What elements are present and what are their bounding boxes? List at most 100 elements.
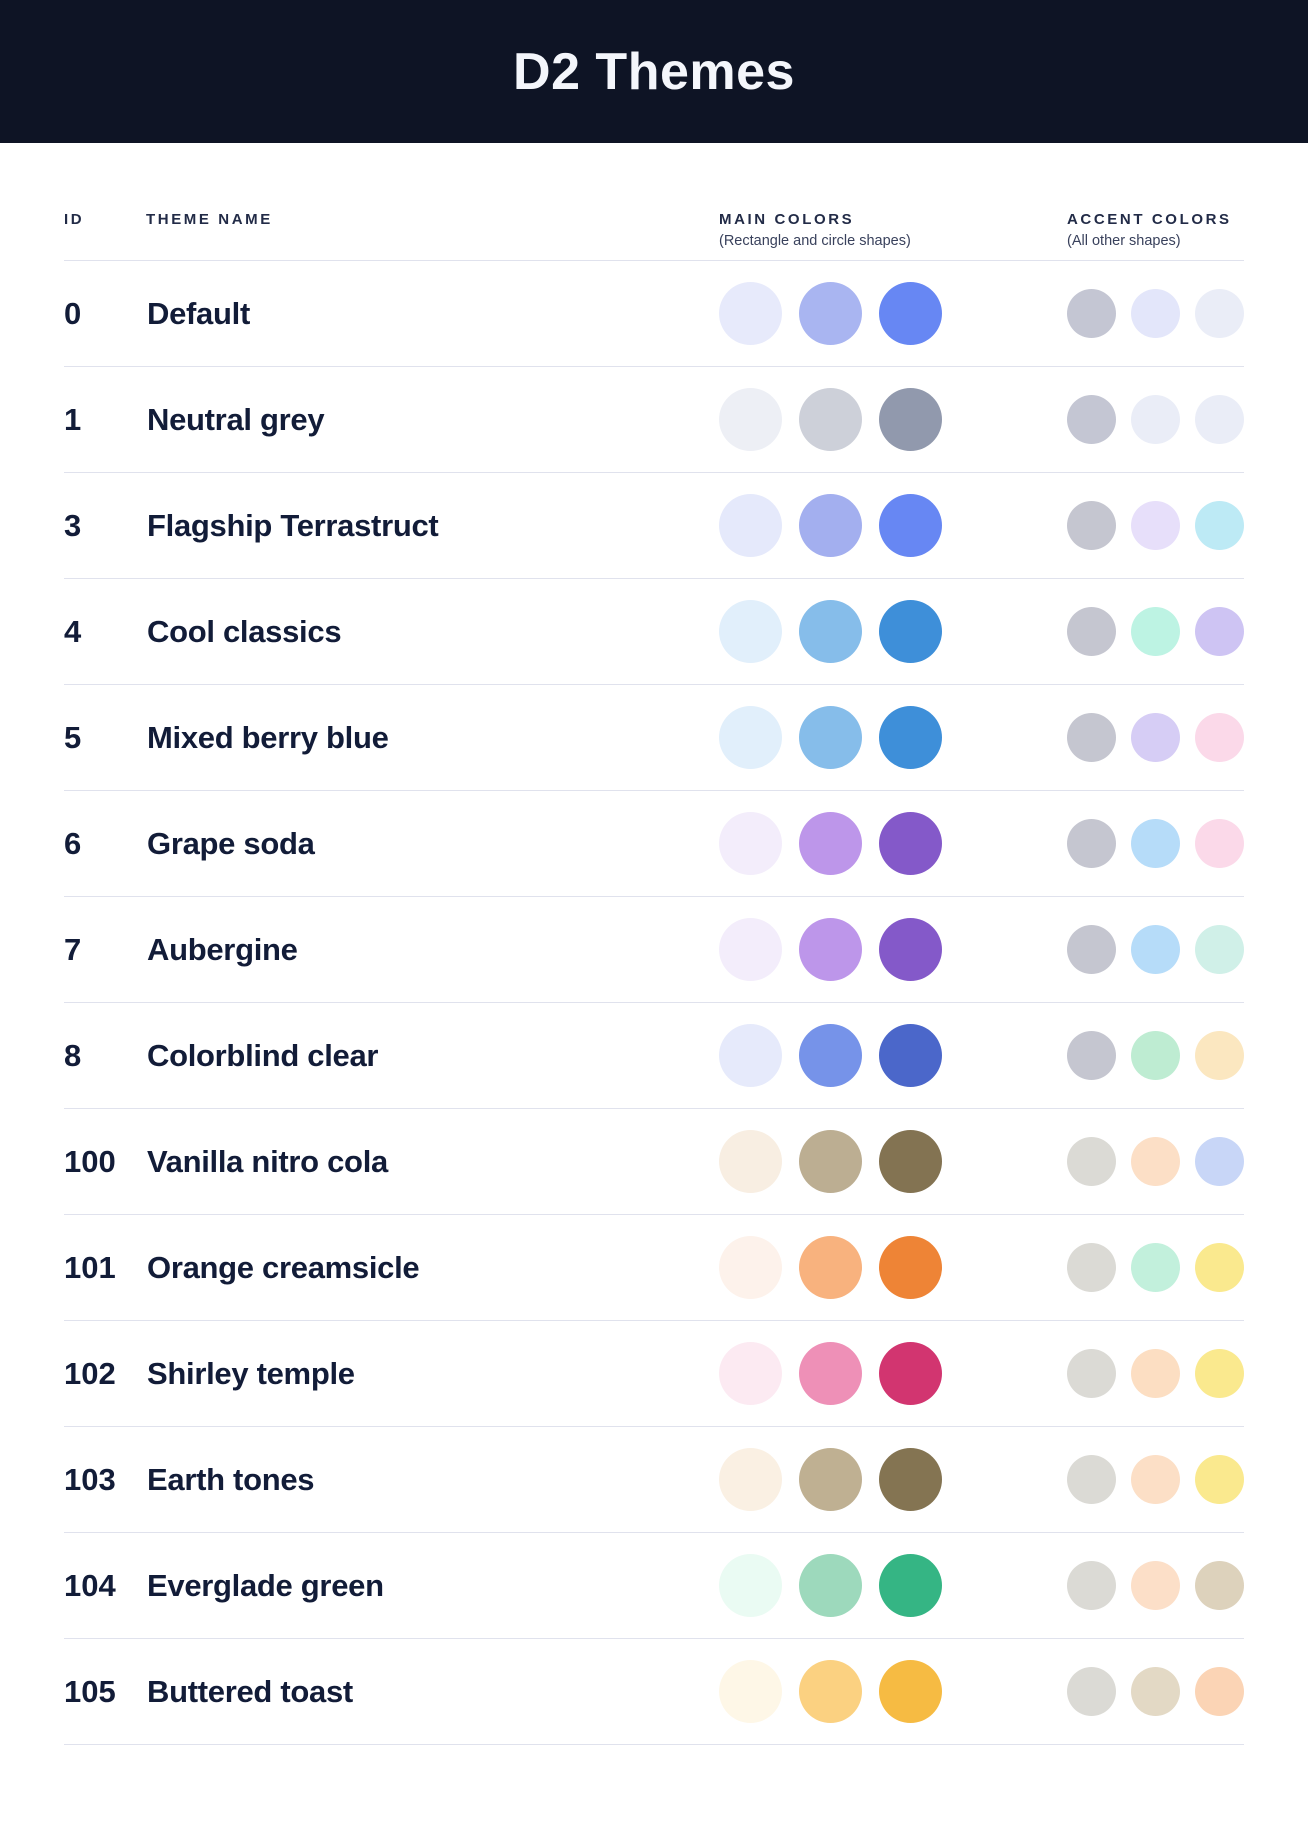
accent-color-swatch-2 xyxy=(1131,1137,1180,1186)
column-subheader-main-colors: (Rectangle and circle shapes) xyxy=(719,233,911,249)
theme-id: 7 xyxy=(64,931,82,967)
main-color-swatch-1 xyxy=(719,282,782,345)
accent-color-swatch-1 xyxy=(1067,713,1116,762)
accent-color-swatch-3 xyxy=(1195,925,1244,974)
main-color-swatch-2 xyxy=(799,1342,862,1405)
page-title: D2 Themes xyxy=(513,42,795,101)
main-color-swatch-2 xyxy=(799,600,862,663)
main-color-swatches xyxy=(719,367,942,472)
themes-table: ID THEME NAME MAIN COLORS (Rectangle and… xyxy=(64,143,1244,1745)
main-color-swatches xyxy=(719,1533,942,1638)
main-color-swatch-2 xyxy=(799,706,862,769)
main-color-swatch-1 xyxy=(719,1448,782,1511)
theme-row: 0 Default xyxy=(64,261,1244,367)
theme-row: 101 Orange creamsicle xyxy=(64,1215,1244,1321)
main-color-swatch-3 xyxy=(879,918,942,981)
main-color-swatch-1 xyxy=(719,706,782,769)
accent-color-swatch-1 xyxy=(1067,607,1116,656)
accent-color-swatches xyxy=(1067,791,1244,896)
theme-id: 105 xyxy=(64,1673,116,1709)
main-color-swatches xyxy=(719,1109,942,1214)
main-color-swatch-1 xyxy=(719,1024,782,1087)
accent-color-swatch-2 xyxy=(1131,501,1180,550)
accent-color-swatch-3 xyxy=(1195,819,1244,868)
accent-color-swatch-1 xyxy=(1067,1667,1116,1716)
column-header-main-colors: MAIN COLORS xyxy=(719,211,855,228)
table-rows: 0 Default 1 Neutral grey 3 Flagship Terr… xyxy=(64,261,1244,1745)
column-header-id: ID xyxy=(64,211,85,228)
theme-row: 1 Neutral grey xyxy=(64,367,1244,473)
main-color-swatch-2 xyxy=(799,282,862,345)
theme-name: Earth tones xyxy=(147,1461,315,1497)
column-header-accent-colors: ACCENT COLORS xyxy=(1067,211,1232,228)
main-color-swatch-2 xyxy=(799,1130,862,1193)
theme-name: Neutral grey xyxy=(147,401,325,437)
theme-id: 0 xyxy=(64,295,82,331)
accent-color-swatch-3 xyxy=(1195,713,1244,762)
main-color-swatch-3 xyxy=(879,1554,942,1617)
main-color-swatch-1 xyxy=(719,1342,782,1405)
theme-id: 6 xyxy=(64,825,82,861)
theme-name: Colorblind clear xyxy=(147,1037,379,1073)
theme-name: Default xyxy=(147,295,250,331)
main-color-swatch-1 xyxy=(719,1130,782,1193)
accent-color-swatch-2 xyxy=(1131,395,1180,444)
accent-color-swatch-2 xyxy=(1131,925,1180,974)
accent-color-swatches xyxy=(1067,1639,1244,1744)
main-color-swatch-1 xyxy=(719,812,782,875)
accent-color-swatch-2 xyxy=(1131,1243,1180,1292)
accent-color-swatch-2 xyxy=(1131,713,1180,762)
main-color-swatches xyxy=(719,1321,942,1426)
accent-color-swatch-2 xyxy=(1131,1455,1180,1504)
accent-color-swatch-1 xyxy=(1067,395,1116,444)
main-color-swatch-2 xyxy=(799,1236,862,1299)
accent-color-swatch-3 xyxy=(1195,395,1244,444)
theme-name: Mixed berry blue xyxy=(147,719,389,755)
main-color-swatch-2 xyxy=(799,388,862,451)
column-header-theme-name: THEME NAME xyxy=(146,211,273,228)
accent-color-swatches xyxy=(1067,1321,1244,1426)
theme-id: 3 xyxy=(64,507,82,543)
accent-color-swatch-3 xyxy=(1195,1031,1244,1080)
accent-color-swatch-3 xyxy=(1195,1455,1244,1504)
main-color-swatch-2 xyxy=(799,494,862,557)
theme-name: Flagship Terrastruct xyxy=(147,507,439,543)
main-color-swatch-3 xyxy=(879,812,942,875)
main-color-swatch-3 xyxy=(879,1342,942,1405)
theme-name: Aubergine xyxy=(147,931,298,967)
accent-color-swatch-2 xyxy=(1131,1561,1180,1610)
theme-id: 5 xyxy=(64,719,82,755)
main-color-swatch-3 xyxy=(879,1660,942,1723)
theme-name: Orange creamsicle xyxy=(147,1249,420,1285)
theme-row: 6 Grape soda xyxy=(64,791,1244,897)
accent-color-swatch-1 xyxy=(1067,1137,1116,1186)
main-color-swatches xyxy=(719,579,942,684)
theme-row: 103 Earth tones xyxy=(64,1427,1244,1533)
main-color-swatch-1 xyxy=(719,918,782,981)
theme-id: 103 xyxy=(64,1461,116,1497)
accent-color-swatch-1 xyxy=(1067,1455,1116,1504)
main-color-swatches xyxy=(719,897,942,1002)
main-color-swatch-3 xyxy=(879,1130,942,1193)
accent-color-swatches xyxy=(1067,1003,1244,1108)
accent-color-swatch-3 xyxy=(1195,501,1244,550)
column-subheader-accent-colors: (All other shapes) xyxy=(1067,233,1181,249)
main-color-swatch-1 xyxy=(719,494,782,557)
accent-color-swatch-3 xyxy=(1195,1561,1244,1610)
theme-name: Grape soda xyxy=(147,825,315,861)
accent-color-swatches xyxy=(1067,473,1244,578)
main-color-swatches xyxy=(719,1003,942,1108)
accent-color-swatch-1 xyxy=(1067,501,1116,550)
accent-color-swatches xyxy=(1067,897,1244,1002)
theme-row: 4 Cool classics xyxy=(64,579,1244,685)
accent-color-swatch-3 xyxy=(1195,289,1244,338)
main-color-swatch-2 xyxy=(799,1660,862,1723)
main-color-swatch-2 xyxy=(799,1024,862,1087)
theme-row: 104 Everglade green xyxy=(64,1533,1244,1639)
theme-id: 100 xyxy=(64,1143,116,1179)
theme-id: 8 xyxy=(64,1037,82,1073)
accent-color-swatch-2 xyxy=(1131,289,1180,338)
main-color-swatch-1 xyxy=(719,1236,782,1299)
main-color-swatch-1 xyxy=(719,1554,782,1617)
main-color-swatch-3 xyxy=(879,494,942,557)
